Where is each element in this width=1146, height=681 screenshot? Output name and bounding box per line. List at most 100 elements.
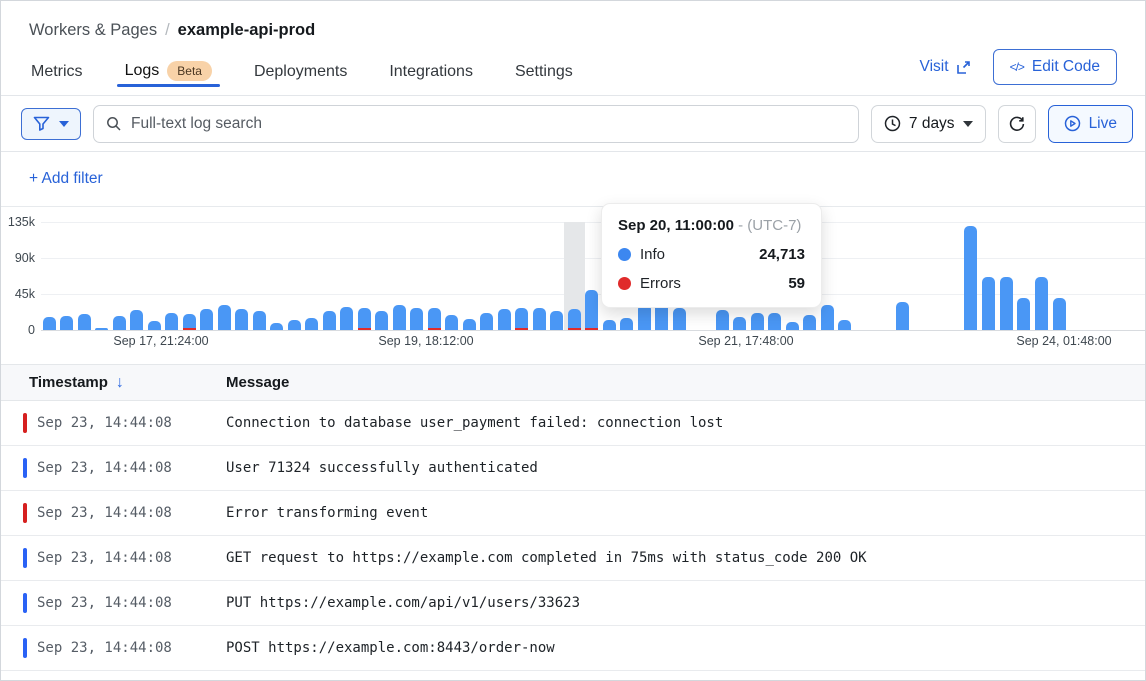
tooltip-title: Sep 20, 11:00:00 - (UTC-7) — [618, 217, 805, 234]
tab-metrics[interactable]: Metrics — [29, 53, 85, 95]
chart-bar[interactable] — [896, 302, 909, 330]
chart-bar[interactable] — [786, 322, 799, 330]
search-box[interactable] — [93, 104, 859, 143]
chart-bar[interactable] — [130, 310, 143, 330]
bar-errors-segment — [568, 328, 581, 330]
chart-bar[interactable] — [821, 305, 834, 330]
log-row[interactable]: Sep 23, 14:44:08 Connection to database u… — [1, 401, 1145, 446]
chart-bar[interactable] — [305, 318, 318, 330]
time-range-dropdown[interactable]: 7 days — [870, 104, 986, 143]
x-axis-line — [41, 330, 1145, 331]
chart-bar[interactable] — [235, 309, 248, 330]
chart-bar[interactable] — [445, 314, 458, 330]
bar-info-segment — [323, 310, 336, 330]
chart-bar[interactable] — [655, 301, 668, 330]
log-row[interactable]: Sep 23, 14:44:08 Error transforming event — [1, 491, 1145, 536]
tab-deployments[interactable]: Deployments — [252, 53, 349, 95]
bar-info-segment — [1035, 277, 1048, 330]
tooltip-separator: - — [738, 217, 744, 234]
chart-bar[interactable] — [620, 318, 633, 330]
edit-code-button[interactable]: </> Edit Code — [992, 49, 1117, 85]
log-row[interactable]: Sep 23, 14:44:08 User 71324 successfully … — [1, 446, 1145, 491]
chart-bar[interactable] — [183, 314, 196, 330]
chart-bar[interactable] — [463, 318, 476, 330]
chart-bar[interactable] — [410, 307, 423, 330]
series-name: Errors — [640, 275, 681, 292]
chart-bar[interactable] — [1053, 298, 1066, 330]
chart-bar[interactable] — [340, 306, 353, 330]
chart-bar[interactable] — [673, 308, 686, 330]
log-row[interactable]: Sep 23, 14:44:08 GET request to https://e… — [1, 536, 1145, 581]
chart-bar[interactable] — [638, 303, 651, 330]
column-header-message[interactable]: Message — [226, 374, 289, 391]
chart-bar[interactable] — [165, 313, 178, 330]
chart-bar[interactable] — [716, 310, 729, 330]
chart-bar[interactable] — [768, 313, 781, 330]
visit-link[interactable]: Visit — [920, 58, 971, 76]
chart-bar[interactable] — [1035, 277, 1048, 330]
chart-bar[interactable] — [218, 305, 231, 330]
tab-settings[interactable]: Settings — [513, 53, 575, 95]
chart-bar[interactable] — [323, 310, 336, 330]
chart-bar[interactable] — [1000, 277, 1013, 330]
chart-bar[interactable] — [515, 307, 528, 330]
search-input[interactable] — [131, 114, 846, 133]
chart-bar[interactable] — [533, 307, 546, 330]
bar-info-segment — [803, 314, 816, 330]
beta-badge: Beta — [167, 61, 212, 81]
chart-bar[interactable] — [270, 322, 283, 330]
chart-bar[interactable] — [982, 277, 995, 330]
live-button[interactable]: Live — [1047, 104, 1133, 143]
breadcrumb-section[interactable]: Workers & Pages — [29, 21, 158, 39]
log-volume-chart: 135k 90k 45k 0 Sep 17, 21:24:00 Sep 19, 18:12… — [1, 207, 1145, 357]
visit-label: Visit — [919, 58, 949, 75]
column-header-timestamp[interactable]: Timestamp ↓ — [1, 374, 226, 392]
tab-integrations[interactable]: Integrations — [387, 53, 475, 95]
bar-info-segment — [838, 320, 851, 330]
chart-bar[interactable] — [95, 327, 108, 330]
chart-bar[interactable] — [428, 307, 441, 330]
chart-bar[interactable] — [751, 313, 764, 330]
chart-bar[interactable] — [480, 313, 493, 330]
chart-bar[interactable] — [838, 320, 851, 330]
bar-errors-segment — [428, 328, 441, 330]
tab-logs[interactable]: Logs Beta — [116, 51, 221, 95]
y-axis-tick: 45k — [14, 287, 35, 301]
chart-bar[interactable] — [1017, 298, 1030, 330]
chart-bar[interactable] — [78, 314, 91, 330]
log-row[interactable]: Sep 23, 14:44:08 POST https://example.com… — [1, 626, 1145, 671]
bar-info-segment — [130, 310, 143, 330]
chart-bar[interactable] — [393, 305, 406, 330]
chart-bar[interactable] — [568, 308, 581, 330]
chart-bar[interactable] — [288, 320, 301, 330]
chart-bar[interactable] — [200, 309, 213, 330]
add-filter-button[interactable]: + Add filter — [29, 170, 103, 187]
y-axis-tick: 90k — [14, 251, 35, 265]
refresh-icon — [1009, 116, 1024, 131]
bar-info-segment — [480, 313, 493, 330]
chart-bar[interactable] — [253, 310, 266, 330]
log-table-header: Timestamp ↓ Message — [1, 364, 1145, 401]
chart-bar[interactable] — [358, 307, 371, 330]
tab-label: Logs — [124, 62, 160, 79]
breadcrumb-current: example-api-prod — [177, 21, 316, 39]
chart-bar[interactable] — [733, 317, 746, 330]
filter-dropdown-button[interactable] — [21, 107, 81, 140]
chart-bar[interactable] — [498, 309, 511, 330]
x-axis-tick: Sep 17, 21:24:00 — [113, 334, 209, 348]
bar-info-segment — [463, 318, 476, 330]
chart-bar[interactable] — [113, 315, 126, 330]
chart-bar[interactable] — [550, 310, 563, 330]
refresh-button[interactable] — [997, 104, 1036, 143]
chart-bar[interactable] — [603, 320, 616, 330]
log-row[interactable]: Sep 23, 14:44:08 PUT https://example.com/… — [1, 581, 1145, 626]
chart-bar[interactable] — [60, 316, 73, 330]
chart-bar[interactable] — [148, 321, 161, 330]
chart-bar[interactable] — [375, 310, 388, 330]
severity-indicator-error — [23, 413, 27, 433]
chart-bar[interactable] — [43, 317, 56, 330]
chart-bar[interactable] — [803, 314, 816, 330]
chart-bar[interactable] — [964, 226, 977, 330]
chart-bar[interactable] — [585, 290, 598, 330]
sort-desc-icon[interactable]: ↓ — [115, 373, 124, 391]
